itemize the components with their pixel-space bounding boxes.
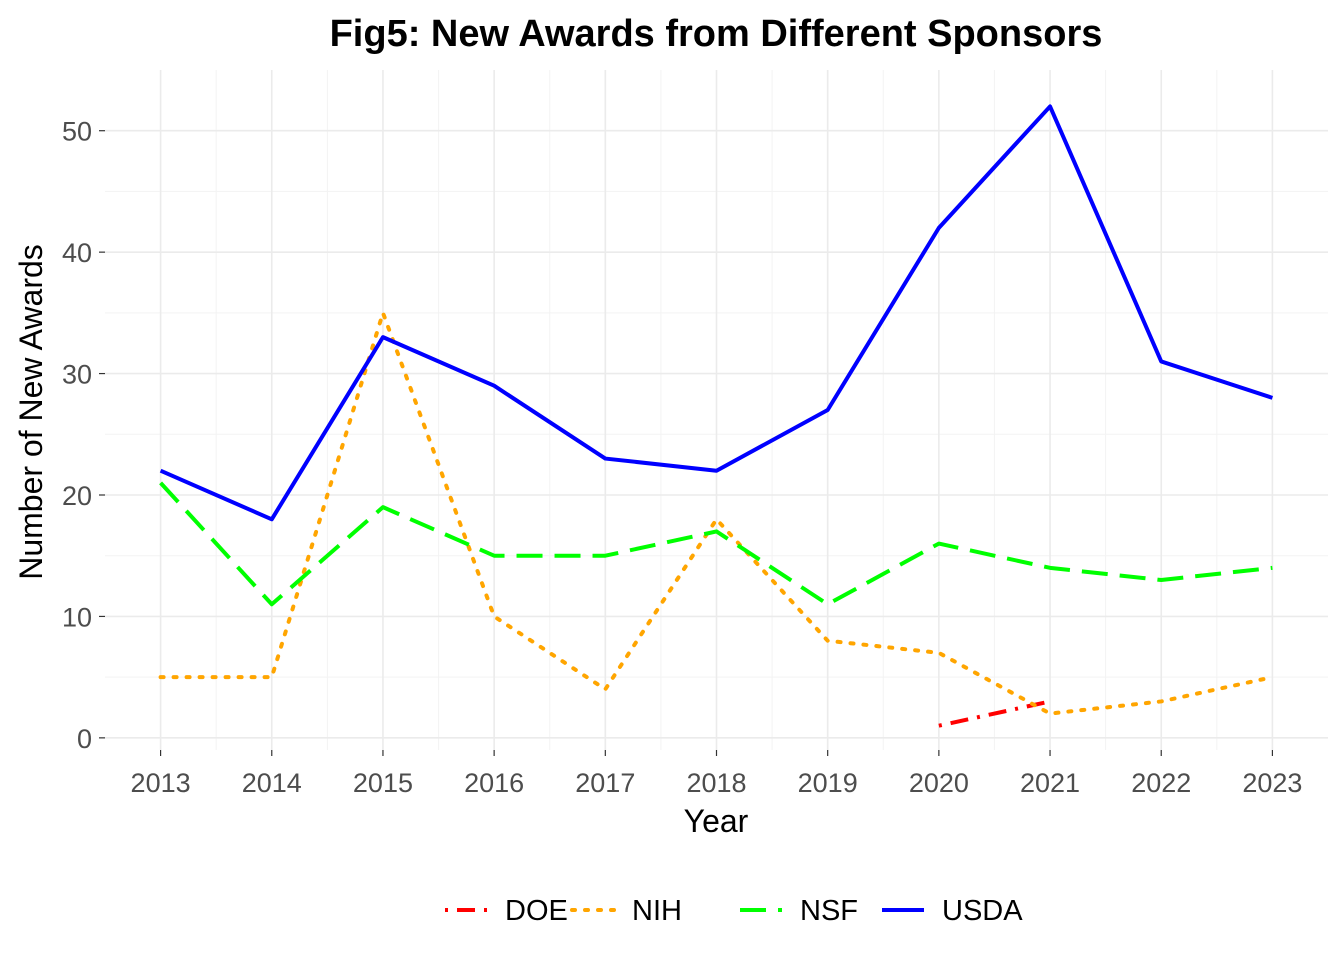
y-tick-label: 50: [62, 117, 92, 147]
chart-title: Fig5: New Awards from Different Sponsors: [330, 13, 1103, 55]
y-tick-label: 20: [62, 481, 92, 511]
x-tick-label: 2014: [242, 768, 302, 798]
x-tick-label: 2018: [686, 768, 746, 798]
x-tick-label: 2021: [1020, 768, 1080, 798]
series-line-nsf: [159, 481, 1273, 607]
x-tick-label: 2016: [464, 768, 524, 798]
x-tick-label: 2023: [1242, 768, 1302, 798]
series-layer: [158, 104, 1275, 728]
x-tick-label: 2022: [1131, 768, 1191, 798]
series-line-usda: [159, 104, 1274, 522]
legend-label-doe: DOE: [505, 895, 568, 927]
x-tick-label: 2020: [909, 768, 969, 798]
y-axis-title: Number of New Awards: [13, 244, 49, 580]
x-tick-label: 2019: [798, 768, 858, 798]
y-tick-label: 40: [62, 238, 92, 268]
x-tick-label: 2015: [353, 768, 413, 798]
y-tick-label: 10: [62, 602, 92, 632]
grid: [105, 70, 1328, 750]
series-line-nih: [158, 310, 1275, 716]
x-tick-label: 2013: [131, 768, 191, 798]
legend-label-nsf: NSF: [800, 895, 858, 927]
legend: DOE NIH NSF USDA: [445, 895, 1023, 927]
ticks: 2013 2014 2015 2016 2017 2018 2019 2020 2021 2022…: [62, 117, 1302, 798]
y-tick-label: 30: [62, 360, 92, 390]
x-axis-title: Year: [684, 803, 749, 839]
y-tick-label: 0: [77, 724, 92, 754]
legend-label-nih: NIH: [632, 895, 682, 927]
legend-label-usda: USDA: [942, 895, 1023, 927]
x-tick-label: 2017: [575, 768, 635, 798]
